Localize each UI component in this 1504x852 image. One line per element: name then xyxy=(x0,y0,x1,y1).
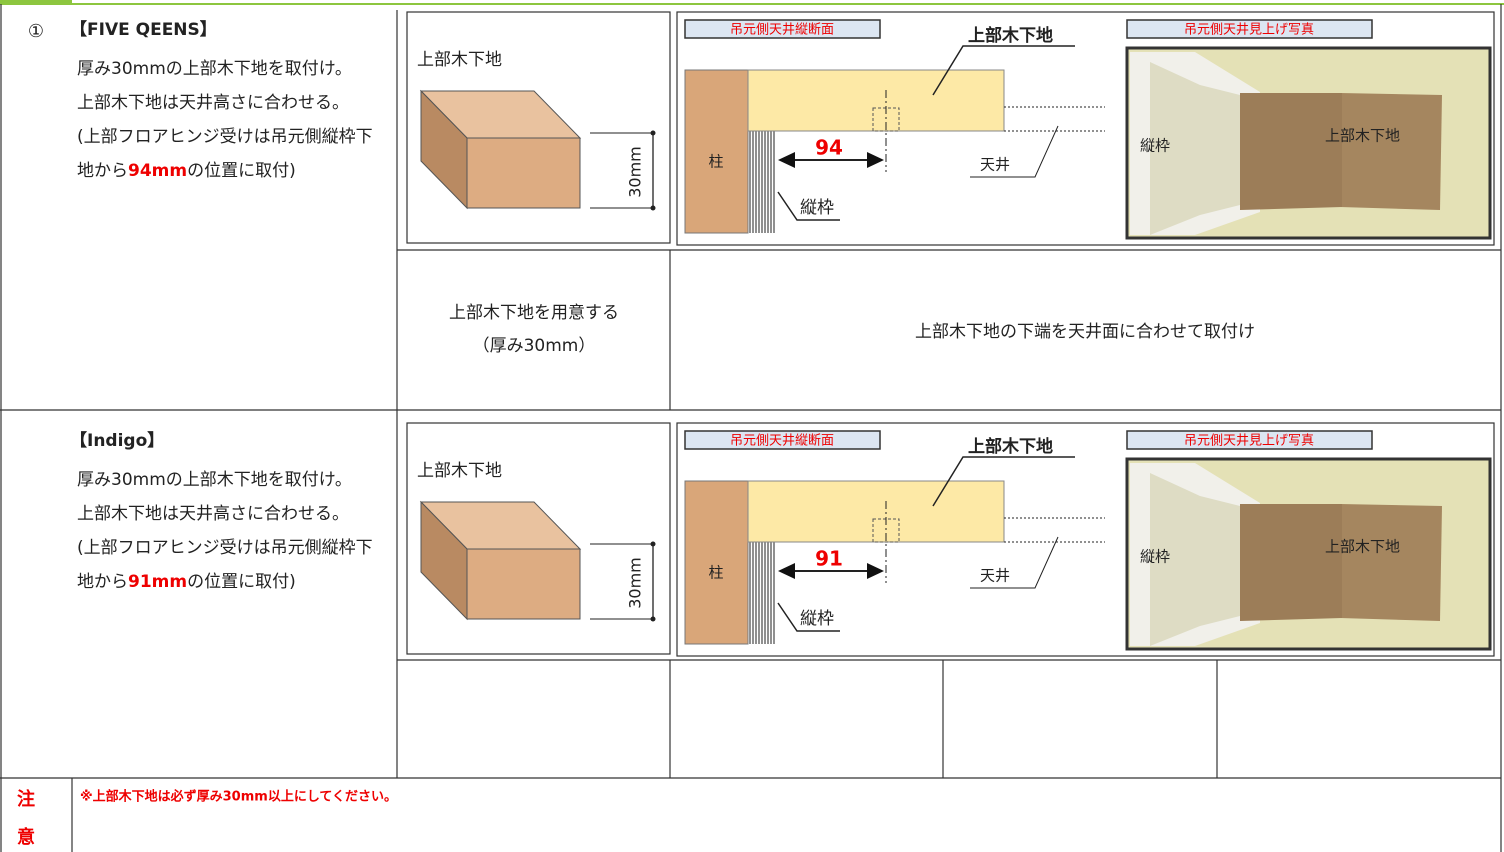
panel xyxy=(406,422,671,655)
dot xyxy=(650,616,656,622)
photo-title: 吊元側天井見上げ写真 xyxy=(1184,434,1314,449)
note-text: の位置に取付) xyxy=(187,161,296,181)
leader xyxy=(932,45,1075,96)
table-lines xyxy=(0,4,1502,852)
dot xyxy=(650,205,656,211)
caution-label: 注 xyxy=(17,788,35,810)
photo-plywood xyxy=(1340,93,1442,210)
panel xyxy=(676,422,1495,657)
arrow-head xyxy=(778,152,795,168)
arrow-head xyxy=(867,563,884,579)
step-text: 上部木下地を用意する xyxy=(449,303,619,323)
description: 厚み30mmの上部木下地を取付け。 上部木下地は天井高さに合わせる。 (上部フロアヒ… xyxy=(77,52,389,188)
photo-label: 縦枠 xyxy=(1140,548,1170,566)
panel xyxy=(676,11,1495,246)
distance: 94 xyxy=(815,136,843,160)
note-text: (上部フロアヒンジ受けは吊元側縦枠下地から xyxy=(77,127,373,181)
leader xyxy=(970,125,1059,178)
leader xyxy=(970,536,1059,589)
block-front xyxy=(466,137,581,209)
thickness: 30mm xyxy=(626,557,645,609)
description-note: (上部フロアヒンジ受けは吊元側縦枠下地から94mmの位置に取付) xyxy=(77,120,389,188)
block-label: 上部木下地 xyxy=(417,50,502,70)
brand: 【Indigo】 xyxy=(70,430,164,451)
photo-plywood xyxy=(1240,504,1342,621)
photo-label: 縦枠 xyxy=(1140,137,1170,155)
note-text: (上部フロアヒンジ受けは吊元側縦枠下地から xyxy=(77,538,373,592)
post xyxy=(684,69,749,234)
distance: 91 xyxy=(815,547,843,571)
photo-plywood xyxy=(1240,93,1342,210)
block-label: 上部木下地 xyxy=(417,461,502,481)
caution-text: ※上部木下地は必ず厚み30mm以上にしてください。 xyxy=(80,789,397,805)
photo-wall xyxy=(1150,62,1240,235)
step-text: （厚み30mm） xyxy=(473,336,596,356)
arrow-head xyxy=(778,563,795,579)
note-value: 94mm xyxy=(128,161,188,181)
description-line: 厚み30mmの上部木下地を取付け。 xyxy=(77,470,352,490)
step-text: 上部木下地の下端を天井面に合わせて取付け xyxy=(915,322,1255,342)
panel xyxy=(406,11,671,244)
description-line: 厚み30mmの上部木下地を取付け。 xyxy=(77,59,352,79)
photo-wall xyxy=(1150,473,1240,646)
item-number: ① xyxy=(28,21,44,42)
title-box xyxy=(684,19,881,39)
description-line: 上部木下地は天井高さに合わせる。 xyxy=(77,504,349,524)
beam xyxy=(747,69,1005,132)
beam xyxy=(747,480,1005,543)
post xyxy=(684,480,749,645)
ceiling-label: 天井 xyxy=(980,567,1010,585)
title-box xyxy=(684,430,881,450)
description-note: (上部フロアヒンジ受けは吊元側縦枠下地から91mmの位置に取付) xyxy=(77,531,389,599)
section-title: 吊元側天井縦断面 xyxy=(730,23,834,38)
title-box xyxy=(1126,430,1373,450)
leader xyxy=(777,602,840,632)
dot xyxy=(650,130,656,136)
member-label: 上部木下地 xyxy=(968,436,1053,457)
photo-label: 上部木下地 xyxy=(1325,538,1400,556)
photo-title: 吊元側天井見上げ写真 xyxy=(1184,23,1314,38)
ceiling-label: 天井 xyxy=(980,156,1010,174)
header-mark xyxy=(0,0,72,5)
description-line: 上部木下地は天井高さに合わせる。 xyxy=(77,93,349,113)
frame-label: 縦枠 xyxy=(800,198,834,218)
section-title: 吊元側天井縦断面 xyxy=(730,434,834,449)
thickness: 30mm xyxy=(626,146,645,198)
description: 厚み30mmの上部木下地を取付け。 上部木下地は天井高さに合わせる。 (上部フロアヒ… xyxy=(77,463,389,599)
brand: 【FIVE QEENS】 xyxy=(70,19,217,40)
photo-label: 上部木下地 xyxy=(1325,127,1400,145)
leader xyxy=(932,456,1075,507)
block-front xyxy=(466,548,581,620)
member-label: 上部木下地 xyxy=(968,25,1053,46)
photo-plywood xyxy=(1340,504,1442,621)
dot xyxy=(650,541,656,547)
leader xyxy=(777,191,840,221)
note-value: 91mm xyxy=(128,572,188,592)
post-label: 柱 xyxy=(708,153,723,171)
arrow-head xyxy=(867,152,884,168)
title-box xyxy=(1126,19,1373,39)
post-label: 柱 xyxy=(708,564,723,582)
caution-label: 意 xyxy=(17,826,35,848)
frame-label: 縦枠 xyxy=(800,609,834,629)
note-text: の位置に取付) xyxy=(187,572,296,592)
